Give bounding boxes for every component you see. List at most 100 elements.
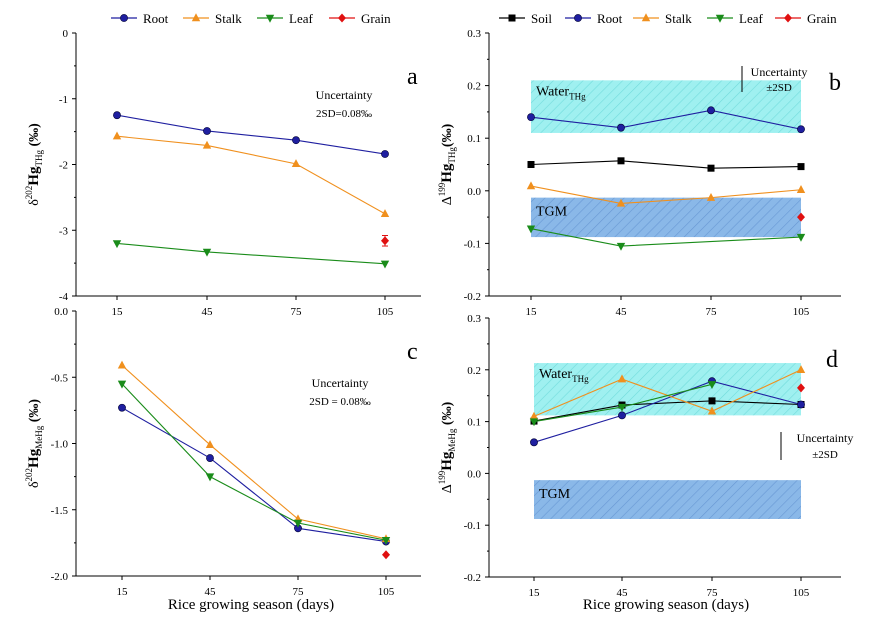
legend-marker-grain xyxy=(784,13,792,23)
data-point-leaf xyxy=(381,537,391,545)
panel-d: WaterTHg TGM 0.3 0.2 0.1 0.0 -0.1 -0.2 15 45 75 105… xyxy=(437,313,853,599)
data-point-root xyxy=(118,403,126,412)
data-point-leaf xyxy=(380,260,390,269)
panel-letter: b xyxy=(829,70,841,96)
x-tick-label: 105 xyxy=(793,306,810,318)
data-point-stalk xyxy=(117,360,127,369)
data-point-root xyxy=(206,454,214,462)
data-point-root xyxy=(527,113,535,122)
panel-a: 0 -1 -2 -3 -4 15 45 75 105 δ202HgTHg (‰) Uncertain… xyxy=(24,28,421,318)
x-tick-label: 105 xyxy=(378,586,395,598)
x-tick-label: 15 xyxy=(526,306,538,318)
uncertainty-label: Uncertainty xyxy=(312,376,369,390)
data-point-stalk xyxy=(617,374,627,383)
y-axis-title: δ202HgMeHg (‰) xyxy=(24,399,44,488)
data-point-root xyxy=(618,411,626,420)
y-axis-title: Δ199HgTHg(‰) xyxy=(437,123,457,205)
uncertainty-value: ±2SD xyxy=(766,82,792,94)
legend-marker-grain xyxy=(338,13,346,23)
x-tick-label: 15 xyxy=(529,587,541,599)
band-water xyxy=(531,80,801,133)
data-point-leaf xyxy=(293,519,303,528)
y-tick-label: 0.2 xyxy=(467,365,481,377)
data-point-soil xyxy=(617,157,625,165)
data-point-stalk xyxy=(616,198,626,207)
data-point-leaf xyxy=(526,225,536,234)
y-tick-label: -0.5 xyxy=(51,372,69,384)
series-line-leaf xyxy=(121,383,387,541)
x-tick-label: 45 xyxy=(205,586,217,598)
data-point-stalk xyxy=(380,209,390,218)
legend-marker-stalk xyxy=(641,13,651,22)
legend-label-grain: Grain xyxy=(807,11,837,26)
legend-marker-leaf xyxy=(265,14,275,23)
legend-marker-stalk xyxy=(191,13,201,22)
x-tick-label: 105 xyxy=(377,306,394,318)
y-tick-label: -1.5 xyxy=(51,505,69,517)
y-tick-label: -1 xyxy=(59,94,68,106)
data-point-stalk xyxy=(202,140,212,149)
legend-right: Soil Root Stalk Leaf Grain xyxy=(499,11,837,26)
data-point-leaf xyxy=(529,418,539,427)
data-point-leaf xyxy=(616,242,626,251)
legend-marker-leaf xyxy=(715,14,725,23)
legend-label-root: Root xyxy=(597,11,623,26)
band-label-sub: THg xyxy=(569,91,586,101)
band-label-main: TGM xyxy=(539,487,571,502)
band-tgm xyxy=(531,197,801,238)
x-tick-label: 45 xyxy=(202,306,214,318)
band-label-main: Water xyxy=(536,84,569,99)
uncertainty-label: Uncertainty xyxy=(751,65,808,79)
x-tick-label: 45 xyxy=(616,306,628,318)
data-point-soil xyxy=(797,163,805,171)
data-point-grain xyxy=(797,212,805,222)
data-point-stalk xyxy=(526,181,536,190)
data-point-stalk xyxy=(529,411,539,420)
data-point-leaf xyxy=(796,233,806,242)
band-tgm xyxy=(534,480,801,519)
data-point-leaf xyxy=(117,380,127,389)
data-point-stalk xyxy=(112,131,122,140)
data-point-stalk xyxy=(707,406,717,415)
panel-c: 0.0 -0.5 -1.0 -1.5 -2.0 15 45 75 105 δ202HgMeHg (… xyxy=(24,306,421,598)
legend-marker-root xyxy=(120,14,128,22)
uncertainty-value: 2SD=0.08‰ xyxy=(316,108,372,120)
y-tick-label: -2.0 xyxy=(51,571,69,583)
series-line-stalk xyxy=(116,135,386,215)
uncertainty-value: 2SD = 0.08‰ xyxy=(309,396,371,408)
y-tick-label: 0.1 xyxy=(467,417,481,429)
panel-b: WaterTHg TGM 0.3 0.2 0.1 0.0 -0.1 -0.2 15 45 75 105… xyxy=(437,28,841,318)
x-tick-label: 45 xyxy=(617,587,629,599)
y-tick-label: 0.0 xyxy=(467,468,481,480)
y-tick-label: 0.0 xyxy=(54,306,68,318)
series-line-leaf xyxy=(116,242,386,265)
data-point-grain xyxy=(382,550,390,560)
series-line-stalk xyxy=(530,185,802,204)
series-line-root xyxy=(121,407,387,543)
y-tick-label: 0.0 xyxy=(467,186,481,198)
uncertainty-value: ±2SD xyxy=(812,449,838,461)
x-axis-title-right: Rice growing season (days) xyxy=(583,597,749,613)
data-point-leaf xyxy=(205,473,215,482)
data-point-root xyxy=(797,400,805,409)
x-tick-label: 15 xyxy=(117,586,129,598)
data-point-root xyxy=(381,150,389,158)
y-tick-label: 0.2 xyxy=(467,81,481,93)
y-axis-title: Δ199HgMeHg (‰) xyxy=(437,401,457,493)
uncertainty-label: Uncertainty xyxy=(797,431,854,445)
data-point-leaf xyxy=(617,403,627,412)
data-point-soil xyxy=(708,397,716,405)
band-label-main: Water xyxy=(539,367,572,382)
y-tick-label: 0.1 xyxy=(467,133,481,145)
x-tick-label: 15 xyxy=(112,306,124,318)
series-line-soil xyxy=(530,160,802,169)
x-tick-label: 75 xyxy=(291,306,303,318)
data-point-root xyxy=(707,106,715,115)
x-tick-label: 105 xyxy=(793,587,810,599)
x-tick-label: 75 xyxy=(706,306,718,318)
y-axis-title: δ202HgTHg (‰) xyxy=(24,123,44,206)
band-water xyxy=(534,363,801,416)
band-label-main: TGM xyxy=(536,205,568,220)
y-tick-label: -4 xyxy=(59,291,69,303)
series-line-root xyxy=(116,114,386,155)
